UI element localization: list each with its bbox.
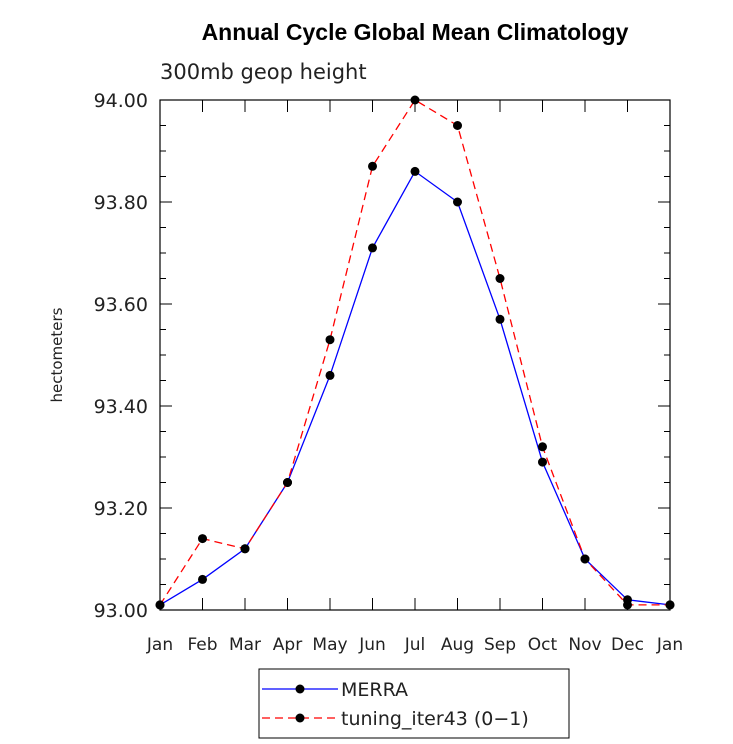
x-tick-label: Sep <box>484 635 516 655</box>
legend-label-tuning: tuning_iter43 (0−1) <box>341 708 529 730</box>
data-point-tuning-iter43-0-1 <box>495 274 505 283</box>
data-point-merra <box>453 197 462 207</box>
data-point-tuning-iter43-0-1 <box>155 600 165 610</box>
data-point-merra <box>325 370 335 380</box>
axes-group: 93.00 93.20 93.40 93.60 93.80 94.00 Jan Feb Mar A… <box>94 90 684 655</box>
y-tick-label: 93.20 <box>94 498 148 520</box>
x-tick-label: Mar <box>229 635 261 655</box>
series-line-merra <box>159 170 671 606</box>
legend: MERRA tuning_iter43 (0−1) <box>258 668 570 739</box>
data-point-merra <box>198 574 207 584</box>
legend-box <box>258 668 570 739</box>
x-tick-label: Oct <box>528 635 558 655</box>
data-point-merra <box>495 314 505 324</box>
x-tick-label: Feb <box>187 635 217 655</box>
y-tick-label: 94.00 <box>94 90 148 112</box>
data-point-merra <box>538 457 547 467</box>
y-tick-label: 93.80 <box>94 192 148 214</box>
legend-label-merra: MERRA <box>341 679 408 701</box>
data-point-merra <box>368 243 377 253</box>
chart-title: Annual Cycle Global Mean Climatology <box>202 19 629 45</box>
x-tick-label: Dec <box>611 635 644 655</box>
data-point-tuning-iter43-0-1 <box>410 95 420 105</box>
legend-marker-merra <box>295 684 305 694</box>
x-tick-label: Jan <box>656 635 683 655</box>
y-tick-label: 93.60 <box>94 294 148 316</box>
x-tick-label: Aug <box>441 635 474 655</box>
data-point-tuning-iter43-0-1 <box>240 544 250 554</box>
x-tick-label: Apr <box>273 635 302 655</box>
y-axis-label: hectometers <box>48 307 66 402</box>
x-tick-label: Jun <box>358 635 386 655</box>
chart-subtitle: 300mb geop height <box>160 60 367 84</box>
plot-frame <box>159 99 671 611</box>
data-point-merra <box>410 166 420 176</box>
data-point-tuning-iter43-0-1 <box>368 161 377 171</box>
data-point-tuning-iter43-0-1 <box>538 442 547 452</box>
series-group <box>155 95 675 610</box>
data-point-tuning-iter43-0-1 <box>198 534 207 544</box>
data-point-tuning-iter43-0-1 <box>453 121 462 130</box>
x-tick-label: Jan <box>146 635 173 655</box>
y-tick-label: 93.00 <box>94 600 148 622</box>
y-tick-label: 93.40 <box>94 396 148 418</box>
x-tick-label: Nov <box>568 635 601 655</box>
legend-marker-tuning <box>295 713 305 723</box>
data-point-tuning-iter43-0-1 <box>623 600 632 610</box>
data-point-tuning-iter43-0-1 <box>283 478 292 487</box>
data-point-tuning-iter43-0-1 <box>665 600 675 610</box>
data-point-tuning-iter43-0-1 <box>325 335 335 345</box>
x-tick-label: Jul <box>404 635 426 655</box>
data-point-tuning-iter43-0-1 <box>580 554 590 564</box>
x-tick-label: May <box>312 635 347 655</box>
